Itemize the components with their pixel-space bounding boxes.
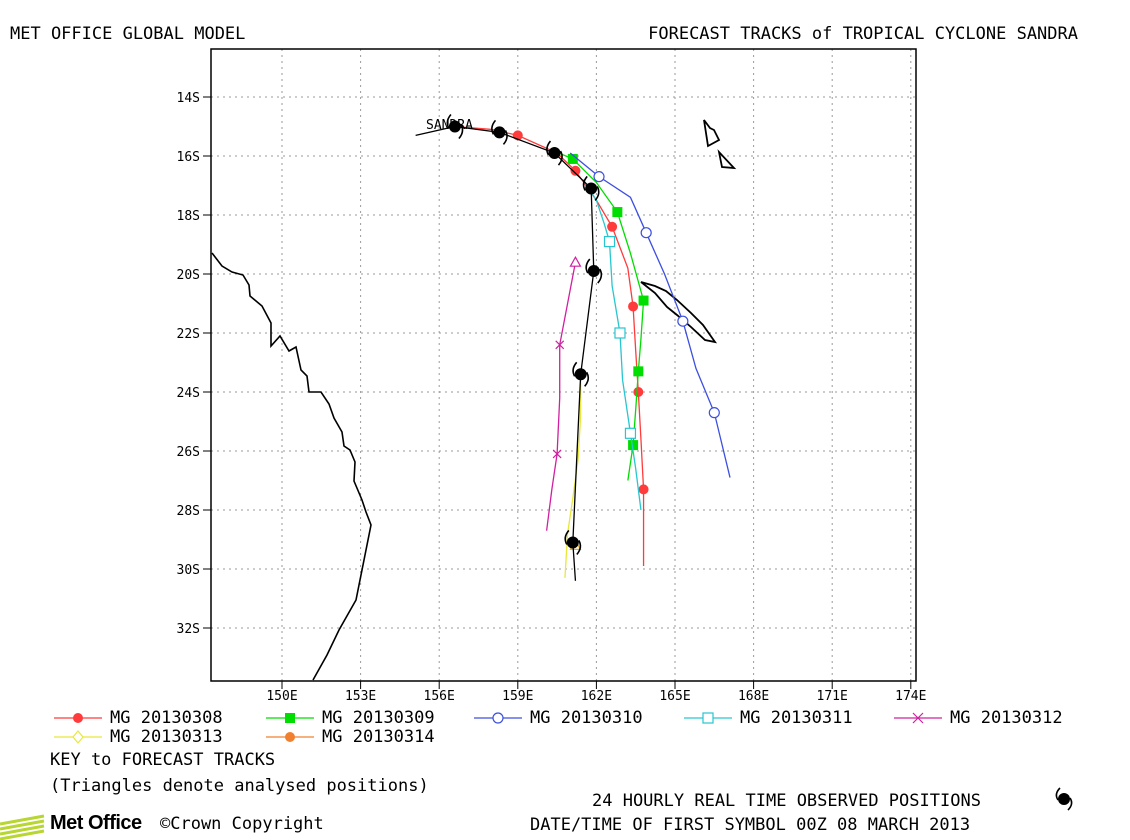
track-marker-circle-open bbox=[640, 227, 652, 239]
track-marker-circle-open bbox=[677, 315, 689, 327]
chart-title: FORECAST TRACKS of TROPICAL CYCLONE SAND… bbox=[648, 24, 1078, 44]
map-grid bbox=[203, 49, 916, 689]
observed-cyclone-symbol bbox=[572, 361, 590, 387]
map-frame bbox=[210, 48, 917, 682]
track-marker-circle-filled bbox=[570, 165, 581, 176]
track-marker-square-open bbox=[614, 327, 626, 339]
legend-label: MG 20130309 bbox=[322, 708, 435, 728]
lat-tick-label: 14S bbox=[177, 91, 200, 106]
lon-tick-label: 150E bbox=[266, 689, 297, 704]
lat-tick-label: 26S bbox=[177, 445, 200, 460]
legend-label: MG 20130314 bbox=[322, 727, 435, 747]
forecast-track-mg-20130311 bbox=[582, 179, 642, 511]
track-marker-circle-filled bbox=[628, 301, 639, 312]
observed-cyclone-symbol bbox=[582, 175, 600, 201]
legend-label: MG 20130313 bbox=[110, 727, 223, 747]
lon-tick-label: 162E bbox=[581, 689, 612, 704]
legend-marker-diamond-open bbox=[54, 730, 102, 744]
forecast-track-mg-20130309 bbox=[551, 149, 649, 481]
legend-label: MG 20130310 bbox=[530, 708, 643, 728]
lat-tick-label: 16S bbox=[177, 150, 200, 165]
model-title: MET OFFICE GLOBAL MODEL bbox=[10, 24, 246, 44]
lat-tick-label: 30S bbox=[177, 563, 200, 578]
observed-cyclone-symbol bbox=[491, 119, 508, 145]
observed-positions-note: 24 HOURLY REAL TIME OBSERVED POSITIONS bbox=[592, 791, 981, 811]
observed-cyclone-symbol bbox=[585, 258, 603, 284]
track-marker-cross bbox=[552, 449, 562, 459]
track-marker-square-filled bbox=[628, 440, 639, 451]
legend-marker-circle-open bbox=[474, 712, 522, 724]
legend-marker-square-open bbox=[684, 712, 732, 724]
crown-copyright: ©Crown Copyright bbox=[160, 814, 324, 834]
cyclone-symbol-icon bbox=[1055, 787, 1073, 811]
lon-tick-label: 171E bbox=[817, 689, 848, 704]
analysed-position-triangle bbox=[569, 255, 582, 267]
lat-tick-label: 20S bbox=[177, 268, 200, 283]
legend-label: MG 20130311 bbox=[740, 708, 853, 728]
forecast-track-mg-20130310 bbox=[569, 152, 731, 478]
legend-key-title: KEY to FORECAST TRACKS bbox=[50, 750, 276, 770]
longitude-labels: 150E 153E 156E 159E 162E 165E 168E 171E 174E bbox=[266, 689, 926, 704]
forecast-track-mg-20130308 bbox=[454, 125, 649, 567]
track-marker-square-filled bbox=[567, 153, 578, 164]
observed-track-line bbox=[415, 125, 595, 581]
lat-tick-label: 24S bbox=[177, 386, 200, 401]
legend-key-note: (Triangles denote analysed positions) bbox=[50, 776, 429, 796]
track-line bbox=[454, 125, 645, 567]
track-marker-square-open bbox=[624, 427, 637, 439]
lat-tick-label: 32S bbox=[177, 622, 200, 637]
track-marker-circle-filled bbox=[638, 484, 649, 495]
australia-coastline bbox=[211, 252, 372, 681]
lat-tick-label: 22S bbox=[177, 327, 200, 342]
lon-tick-label: 156E bbox=[424, 689, 455, 704]
first-symbol-datetime: DATE/TIME OF FIRST SYMBOL 00Z 08 MARCH 2… bbox=[530, 815, 971, 835]
legend-label: MG 20130308 bbox=[110, 708, 223, 728]
storm-name-label: SANDRA bbox=[426, 118, 473, 133]
legend-marker-circle-filled bbox=[266, 732, 314, 742]
track-marker-circle-open bbox=[708, 407, 720, 419]
track-marker-cross bbox=[555, 340, 565, 350]
observed-track bbox=[415, 113, 603, 581]
observed-cyclone-symbol bbox=[564, 529, 582, 555]
track-marker-circle-filled bbox=[607, 221, 618, 232]
track-line bbox=[582, 179, 642, 511]
vanuatu-island-north bbox=[703, 119, 721, 148]
new-caledonia-island bbox=[640, 281, 718, 344]
latitude-labels: 14S 16S 18S 20S 22S 24S 26S 28S 30S 32S bbox=[177, 91, 200, 637]
lon-tick-label: 174E bbox=[895, 689, 926, 704]
track-marker-square-filled bbox=[612, 207, 623, 218]
track-marker-circle-filled bbox=[633, 387, 644, 397]
lon-tick-label: 168E bbox=[738, 689, 769, 704]
legend-marker-circle-filled bbox=[54, 713, 102, 723]
lon-tick-label: 165E bbox=[659, 689, 690, 704]
coastlines bbox=[211, 119, 737, 681]
observed-cyclone-symbol bbox=[546, 140, 563, 166]
track-line bbox=[569, 152, 731, 478]
lon-tick-label: 159E bbox=[502, 689, 533, 704]
vanuatu-island-south bbox=[717, 149, 737, 170]
track-marker-square-filled bbox=[638, 295, 649, 306]
met-office-logo-icon bbox=[0, 814, 45, 840]
lat-tick-label: 18S bbox=[177, 209, 200, 224]
legend-marker-cross bbox=[894, 712, 942, 724]
observed-cyclone-symbol bbox=[446, 113, 464, 140]
lat-tick-label: 28S bbox=[177, 504, 200, 519]
track-marker-square-filled bbox=[633, 366, 644, 377]
met-office-logo-text: Met Office bbox=[50, 812, 142, 834]
track-marker-circle-open bbox=[593, 171, 605, 183]
lon-tick-label: 153E bbox=[345, 689, 376, 704]
legend-label: MG 20130312 bbox=[950, 708, 1063, 728]
legend-marker-square-filled bbox=[266, 713, 314, 723]
track-line bbox=[545, 262, 577, 531]
forecast-track-mg-20130312 bbox=[545, 262, 577, 531]
track-marker-square-open bbox=[603, 235, 616, 248]
